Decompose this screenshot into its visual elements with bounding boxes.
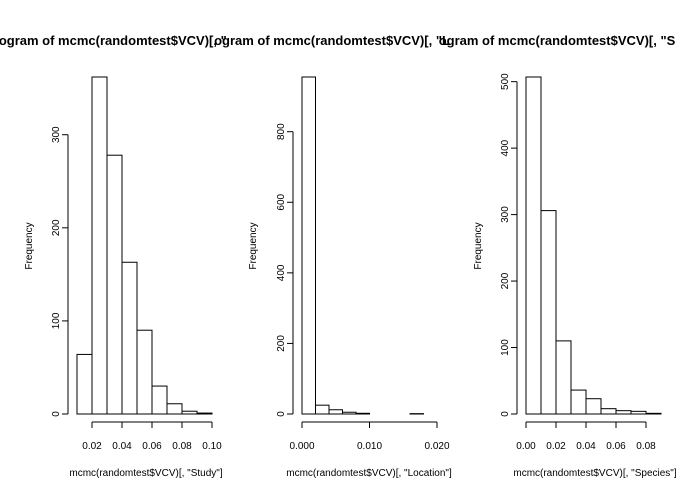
histogram-bar [328, 409, 343, 415]
y-tick-label: 100 [51, 312, 62, 329]
x-tick-label: 0.00 [516, 441, 536, 452]
x-tick-label: 0.10 [202, 441, 222, 452]
x-tick-label: 0.08 [172, 441, 192, 452]
x-axis: 0.02 0.04 0.06 0.08 0.10 [82, 421, 222, 452]
histogram-bar [540, 210, 557, 415]
x-axis-label: mcmc(randomtest$VCV)[, "Study"] [69, 468, 222, 479]
histogram-bar [136, 329, 153, 415]
chart-title: ogram of mcmc(randomtest$VCV)[, "S [439, 33, 676, 48]
histogram-bar [76, 353, 93, 415]
histogram-bar [181, 410, 198, 415]
y-tick-label: 500 [500, 73, 511, 90]
y-tick-label: 400 [500, 139, 511, 156]
y-tick-label: 200 [500, 272, 511, 289]
y-tick-label: 0 [51, 411, 62, 417]
bars [525, 76, 662, 415]
y-tick-label: 200 [51, 219, 62, 236]
histogram-bar [166, 403, 183, 415]
histogram-bar [342, 411, 357, 415]
x-tick-label: 0.020 [424, 441, 449, 452]
histogram-bar [645, 412, 662, 415]
histogram-bar [600, 408, 617, 415]
histogram-bar [301, 76, 316, 415]
y-tick-label: 200 [276, 335, 287, 352]
chart-title: stogram of mcmc(randomtest$VCV)[, " [0, 33, 227, 48]
x-axis-label: mcmc(randomtest$VCV)[, "Location"] [286, 468, 452, 479]
bars [76, 76, 213, 415]
y-tick-label: 300 [51, 126, 62, 143]
y-axis: 0 200 400 600 800 [276, 123, 294, 417]
x-tick-label: 0.000 [289, 441, 314, 452]
y-tick-label: 0 [500, 411, 511, 417]
histogram-bar [196, 412, 213, 415]
x-tick-label: 0.06 [606, 441, 626, 452]
x-axis-label: mcmc(randomtest$VCV)[, "Species"] [513, 468, 676, 479]
y-axis-label: Frequency [248, 222, 259, 269]
chart-title: ogram of mcmc(randomtest$VCV)[, "L [214, 33, 450, 48]
histogram-panel-study: stogram of mcmc(randomtest$VCV)[, " mcmc… [0, 33, 227, 479]
y-axis: 0 100 200 300 [51, 126, 69, 417]
y-tick-label: 600 [276, 193, 287, 210]
x-tick-label: 0.02 [82, 441, 102, 452]
y-axis-label: Frequency [24, 222, 35, 269]
histogram-bar [525, 76, 542, 415]
y-tick-label: 300 [500, 206, 511, 223]
y-tick-label: 0 [276, 411, 287, 417]
y-tick-label: 400 [276, 264, 287, 281]
histogram-bar [555, 340, 572, 415]
y-tick-label: 100 [500, 339, 511, 356]
x-axis: 0.00 0.02 0.04 0.06 0.08 [516, 421, 656, 452]
x-axis: 0.000 0.010 0.020 [289, 421, 450, 452]
histogram-bar [151, 385, 168, 415]
x-tick-label: 0.010 [357, 441, 382, 452]
y-axis-label: Frequency [473, 222, 484, 269]
histogram-bar [91, 76, 108, 415]
x-tick-label: 0.04 [576, 441, 596, 452]
x-tick-label: 0.08 [636, 441, 656, 452]
y-tick-label: 800 [276, 123, 287, 140]
histogram-bar [106, 154, 123, 415]
histogram-panel-location: ogram of mcmc(randomtest$VCV)[, "L mcmc(… [214, 33, 452, 479]
y-axis: 0 100 200 300 400 500 [500, 73, 518, 417]
x-tick-label: 0.06 [142, 441, 162, 452]
histogram-bar [121, 261, 138, 415]
histogram-bar [615, 410, 632, 415]
histogram-bar [585, 398, 602, 415]
bars [301, 76, 424, 415]
x-tick-label: 0.02 [546, 441, 566, 452]
histogram-bar [570, 389, 587, 415]
x-tick-label: 0.04 [112, 441, 132, 452]
histogram-bar [630, 410, 647, 415]
histogram-panel-species: ogram of mcmc(randomtest$VCV)[, "S mcmc(… [439, 33, 677, 479]
histogram-bar [315, 404, 330, 415]
histogram-bar [355, 412, 370, 415]
